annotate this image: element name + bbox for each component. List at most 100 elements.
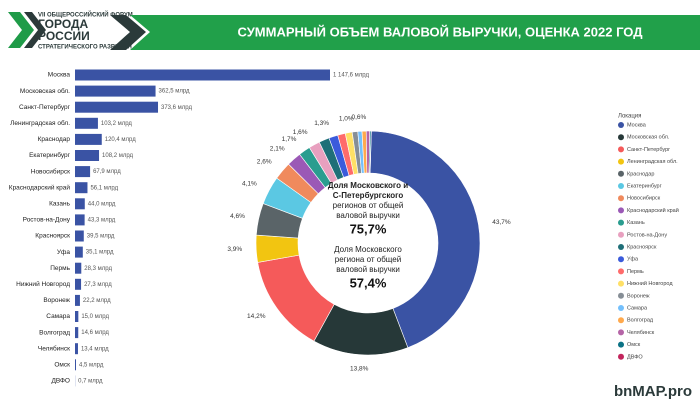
center-value: 57,4% — [350, 275, 387, 290]
slice-label: 1,7% — [282, 136, 297, 143]
bar — [75, 279, 81, 290]
value-label: 120,4 млрд — [105, 137, 137, 143]
bar — [75, 198, 85, 209]
value-label: 39,5 млрд — [87, 234, 115, 240]
bar — [75, 86, 156, 97]
legend-swatch — [618, 220, 624, 226]
value-label: 0,7 млрд — [78, 378, 103, 384]
category-label: Краснодарский край — [9, 183, 71, 191]
center-note: С-Петербургского — [333, 191, 404, 200]
category-label: Челябинск — [38, 344, 70, 352]
category-label: Уфа — [57, 249, 70, 256]
bar — [75, 263, 81, 274]
category-label: Казань — [49, 201, 71, 208]
slice-label: 0,6% — [351, 114, 366, 121]
category-label: Воронеж — [43, 297, 70, 304]
legend-swatch — [618, 134, 624, 140]
legend-label: Воронеж — [627, 293, 650, 299]
legend-swatch — [618, 317, 624, 323]
bar — [75, 359, 76, 370]
legend-title: Локация — [618, 114, 641, 120]
category-label: Самара — [46, 313, 70, 320]
value-label: 108,2 млрд — [102, 153, 134, 159]
legend-swatch — [618, 232, 624, 238]
bar — [75, 150, 99, 161]
bar — [75, 118, 98, 129]
value-label: 67,9 млрд — [93, 169, 121, 175]
value-label: 15,0 млрд — [81, 314, 109, 320]
slice-label: 4,6% — [230, 213, 245, 220]
slice-label: 4,1% — [242, 181, 257, 188]
bar — [75, 311, 78, 322]
value-label: 22,2 млрд — [83, 298, 111, 304]
bar — [75, 327, 78, 338]
category-label: Новосибирск — [31, 167, 70, 175]
slice-label: 13,8% — [350, 365, 369, 372]
legend-label: Самара — [627, 305, 648, 311]
center-value: 75,7% — [350, 221, 387, 236]
category-label: Санкт-Петербург — [19, 103, 71, 111]
legend-label: Екатеринбург — [627, 183, 662, 189]
slide-title: СУММАРНЫЙ ОБЪЕМ ВАЛОВОЙ ВЫРУЧКИ, ОЦЕНКА … — [238, 24, 644, 39]
bar — [75, 231, 84, 242]
center-note: региона от общей — [335, 255, 401, 264]
category-label: Омск — [54, 362, 70, 369]
value-label: 35,1 млрд — [86, 250, 114, 256]
value-label: 103,2 млрд — [101, 121, 133, 127]
slice-label: 14,2% — [247, 313, 266, 320]
legend-swatch — [618, 256, 624, 262]
legend-label: Ростов-на-Дону — [627, 232, 667, 238]
bar — [75, 247, 83, 258]
bar — [75, 134, 102, 145]
center-note: валовой выручки — [336, 265, 400, 274]
center-note: Доля Московского и — [328, 181, 408, 190]
slice-label: 2,6% — [257, 159, 272, 166]
category-label: Ростов-на-Дону — [23, 217, 71, 224]
legend-label: Ленинградская обл. — [627, 159, 678, 165]
legend-swatch — [618, 207, 624, 213]
center-note: регионов от общей — [333, 201, 404, 210]
legend-label: Московская обл. — [627, 135, 670, 141]
legend-label: Уфа — [627, 257, 639, 263]
legend-swatch — [618, 183, 624, 189]
category-label: Екатеринбург — [29, 151, 71, 159]
category-label: ДВФО — [51, 378, 70, 385]
legend-swatch — [618, 171, 624, 177]
value-label: 4,5 млрд — [79, 362, 104, 368]
value-label: 43,3 млрд — [88, 217, 116, 223]
value-label: 27,3 млрд — [84, 282, 112, 288]
legend-label: Казань — [627, 220, 645, 226]
legend-label: Новосибирск — [627, 196, 661, 202]
slice-label: 1,3% — [314, 120, 329, 127]
value-label: 373,6 млрд — [161, 105, 193, 111]
slice-label: 2,1% — [270, 145, 285, 152]
legend-label: Омск — [627, 342, 641, 348]
category-label: Московская обл. — [20, 87, 70, 95]
value-label: 1 147,6 млрд — [333, 73, 370, 79]
category-label: Краснодар — [38, 136, 71, 143]
legend-label: Краснодар — [627, 171, 654, 177]
value-label: 14,6 млрд — [81, 330, 109, 336]
legend-swatch — [618, 122, 624, 128]
legend-swatch — [618, 293, 624, 299]
legend-swatch — [618, 146, 624, 152]
bar — [75, 70, 330, 81]
legend-label: ДВФО — [627, 354, 643, 360]
value-label: 13,4 млрд — [81, 346, 109, 352]
legend-swatch — [618, 281, 624, 287]
value-label: 56,1 млрд — [90, 185, 118, 191]
legend-swatch — [618, 329, 624, 335]
brand: bnMAP.pro — [614, 383, 692, 400]
legend-swatch — [618, 244, 624, 250]
legend-label: Санкт-Петербург — [627, 147, 670, 153]
legend-label: Нижний Новгород — [627, 280, 673, 287]
value-label: 28,3 млрд — [84, 266, 112, 272]
bar — [75, 295, 80, 306]
legend-label: Краснодарский край — [627, 207, 679, 214]
bar — [75, 102, 158, 113]
category-label: Москва — [48, 72, 71, 79]
legend-label: Москва — [627, 122, 647, 128]
logo-name: РОССИИ — [38, 29, 90, 43]
slice-label: 43,7% — [492, 219, 511, 226]
